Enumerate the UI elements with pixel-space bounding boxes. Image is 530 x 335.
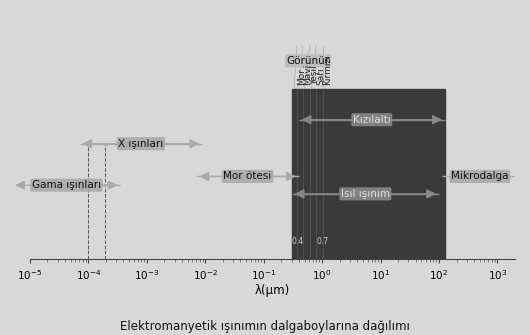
Text: Sarı: Sarı xyxy=(316,67,325,85)
Text: 0.4: 0.4 xyxy=(292,237,304,246)
Bar xyxy=(292,89,445,259)
Text: X ışınları: X ışınları xyxy=(118,139,164,149)
Text: Yeşil: Yeşil xyxy=(310,65,319,85)
Text: Gama ışınları: Gama ışınları xyxy=(32,180,101,190)
Text: Elektromanyetik ışınımın dalgaboylarına dağılımı: Elektromanyetik ışınımın dalgaboylarına … xyxy=(120,320,410,333)
X-axis label: λ(μm): λ(μm) xyxy=(255,283,290,296)
Text: Mor: Mor xyxy=(297,68,306,85)
Text: Mavi: Mavi xyxy=(303,64,312,85)
Text: Görünür: Görünür xyxy=(287,56,330,66)
Text: Mikrodalga: Mikrodalga xyxy=(451,172,509,182)
Text: Kırmızı: Kırmızı xyxy=(323,54,332,85)
Text: 0.7: 0.7 xyxy=(316,237,328,246)
Text: Isıl ışınım: Isıl ışınım xyxy=(341,189,390,199)
Text: Mor ötesi: Mor ötesi xyxy=(224,172,272,182)
Text: Kızılaltı: Kızılaltı xyxy=(353,115,391,125)
